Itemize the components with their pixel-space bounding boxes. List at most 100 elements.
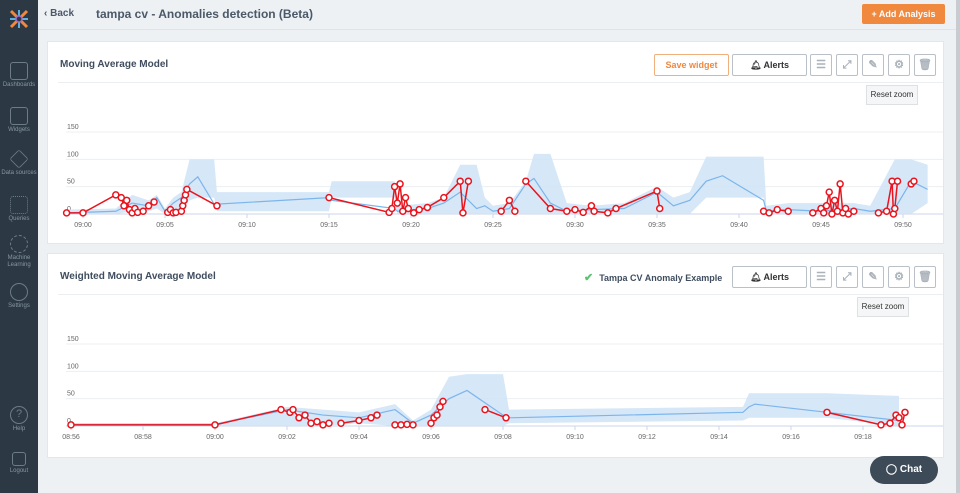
data-button[interactable]: ☰ — [810, 54, 832, 76]
anomaly-point — [886, 419, 894, 428]
anomaly-point — [289, 405, 297, 414]
edit-button[interactable]: ✎ — [862, 54, 884, 76]
anomaly-point — [367, 414, 375, 422]
expand-button[interactable]: ⤢ — [836, 54, 858, 76]
alerts-button[interactable]: 🔔︎ Alerts — [732, 266, 807, 288]
anomaly-point — [464, 177, 473, 185]
anomaly-point — [396, 180, 404, 188]
gear-icon — [10, 283, 28, 301]
anomaly-point — [773, 205, 782, 214]
anomaly-point — [403, 420, 411, 429]
expand-button[interactable]: ⤢ — [836, 266, 858, 288]
delete-button[interactable]: 🗑︎ — [914, 54, 936, 76]
sidebar-item-widgets[interactable]: Widgets — [0, 107, 38, 134]
chart-moving-average[interactable]: 0 50 100 150 09:00 09:05 09:10 09:15 09:20 09:25 0… — [48, 42, 945, 245]
edit-button[interactable]: ✎ — [862, 266, 884, 288]
y-tick-label: 0 — [67, 418, 71, 425]
x-tick-label: 09:00 — [74, 222, 92, 229]
sidebar-item-dashboards[interactable]: Dashboards — [0, 62, 38, 89]
anomaly-point — [765, 209, 773, 217]
x-tick-label: 09:12 — [638, 434, 656, 441]
anomaly-point — [579, 208, 587, 217]
anomaly-point — [836, 180, 844, 188]
check-icon: ✔ — [584, 272, 594, 284]
anomaly-point — [401, 193, 410, 202]
x-tick-label: 09:00 — [206, 434, 224, 441]
anomaly-point — [337, 419, 345, 428]
sidebar-item-settings[interactable]: Settings — [0, 283, 38, 310]
alerts-button[interactable]: 🔔︎ Alerts — [732, 54, 807, 76]
scrollbar[interactable] — [956, 0, 960, 493]
y-tick-label: 100 — [67, 151, 79, 158]
anomaly-point — [423, 203, 432, 212]
widget-title: Moving Average Model — [60, 59, 169, 70]
sidebar-item-help[interactable]: ? Help — [0, 406, 38, 433]
anomaly-point — [822, 202, 831, 210]
y-tick-label: 50 — [67, 179, 75, 186]
sidebar-item-machine-learning[interactable]: Machine Learning — [0, 235, 38, 269]
reset-zoom-button[interactable]: Reset zoom — [857, 297, 909, 317]
y-tick-label: 150 — [67, 124, 79, 131]
anomaly-point — [391, 421, 399, 429]
data-button[interactable]: ☰ — [810, 266, 832, 288]
x-tick-label: 08:58 — [134, 434, 152, 441]
anomaly-point — [604, 209, 612, 217]
sidebar-item-queries[interactable]: Queries — [0, 196, 38, 223]
x-tick-label: 09:25 — [484, 222, 502, 229]
x-tick-label: 09:45 — [812, 222, 830, 229]
x-tick-label: 09:35 — [648, 222, 666, 229]
page-title: tampa cv - Anomalies detection (Beta) — [96, 7, 313, 21]
x-tick-label: 09:06 — [422, 434, 440, 441]
sidebar: Dashboards Widgets Data sources Queries … — [0, 0, 38, 493]
trash-icon: 🗑︎ — [918, 271, 932, 283]
anomaly-point — [415, 205, 423, 214]
anomaly-point — [313, 417, 321, 426]
anomaly-line — [484, 408, 507, 419]
settings-button[interactable]: ⚙ — [888, 54, 910, 76]
anomaly-point — [910, 177, 918, 185]
anomaly-point — [571, 205, 579, 214]
anomaly-point — [183, 185, 191, 194]
confidence-band — [71, 374, 899, 426]
dashboards-icon — [10, 62, 28, 80]
add-analysis-button[interactable]: + Add Analysis — [862, 4, 945, 24]
network-icon — [10, 235, 28, 253]
reset-zoom-button[interactable]: Reset zoom — [866, 85, 918, 105]
anomaly-line — [328, 179, 470, 214]
anomaly-point — [404, 204, 413, 213]
trash-icon: 🗑︎ — [918, 59, 932, 71]
x-tick-label: 09:10 — [238, 222, 256, 229]
anomaly-point — [877, 421, 885, 429]
sidebar-item-logout[interactable]: Logout — [0, 452, 38, 475]
anomaly-point — [850, 207, 858, 216]
anomaly-point — [809, 209, 817, 217]
chat-bubble-icon: ◯ — [885, 464, 900, 475]
anomaly-point — [427, 419, 435, 428]
save-widget-button[interactable]: Save widget — [654, 54, 729, 76]
settings-button[interactable]: ⚙ — [888, 266, 910, 288]
query-icon — [10, 196, 28, 214]
anomaly-point — [409, 209, 418, 217]
delete-button[interactable]: 🗑︎ — [914, 266, 936, 288]
gear-icon: ⚙ — [894, 59, 904, 71]
anomaly-point — [563, 207, 571, 216]
sidebar-item-data-sources[interactable]: Data sources — [0, 149, 38, 177]
anomaly-point — [440, 193, 448, 202]
anomaly-point — [388, 204, 396, 213]
anomaly-point — [497, 207, 505, 216]
anomaly-point — [409, 421, 417, 429]
x-tick-label: 09:05 — [156, 222, 174, 229]
anomaly-point — [502, 414, 510, 422]
divider — [58, 82, 943, 83]
app-logo[interactable] — [9, 9, 29, 29]
chart-weighted-moving-average[interactable]: 0 50 100 150 08:56 08:58 09:00 09:02 09:04 09:06 0… — [48, 254, 945, 459]
anomaly-point — [139, 207, 147, 216]
anomaly-point — [895, 414, 903, 422]
bell-icon: 🔔︎ — [749, 272, 764, 282]
gear-icon: ⚙ — [894, 271, 904, 283]
chat-button[interactable]: ◯ Chat — [870, 456, 938, 484]
back-button[interactable]: ‹ Back — [44, 8, 75, 19]
anomaly-point — [655, 204, 664, 213]
anomaly-point — [67, 421, 75, 429]
linked-alert: ✔ Tampa CV Anomaly Example — [584, 272, 723, 284]
